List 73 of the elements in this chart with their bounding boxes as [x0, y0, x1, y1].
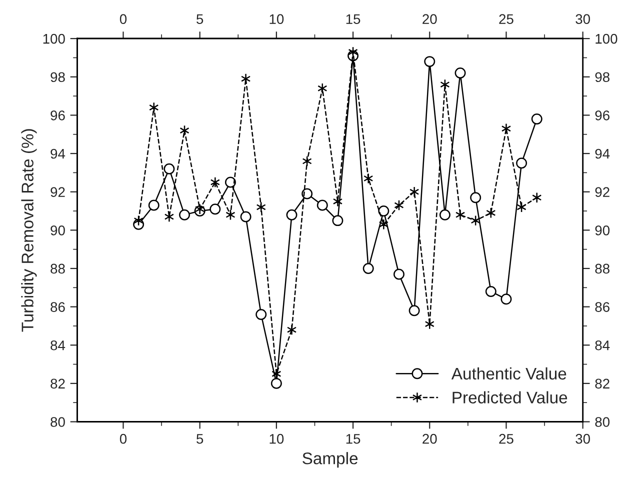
point	[408, 305, 420, 316]
point	[394, 268, 404, 280]
y-tick-label: 92	[50, 187, 65, 198]
y-tick-label: 90	[50, 225, 65, 236]
point	[470, 192, 482, 204]
y-tick-label: 88	[50, 264, 65, 274]
x-tick-label: 20	[422, 434, 437, 444]
point	[531, 114, 542, 125]
y-tick-label: 98	[50, 72, 65, 82]
x-axis-title: Sample	[302, 452, 358, 468]
y2-tick-label: 86	[595, 302, 610, 312]
y-tick-label: 96	[50, 110, 65, 120]
point	[500, 294, 512, 305]
y2-tick-label: 88	[595, 264, 610, 274]
x-tick-label: 10	[270, 434, 284, 444]
y-tick-label: 94	[50, 148, 66, 159]
point	[210, 204, 221, 215]
y-axis-title: Turbidity Removal Rate (%)	[21, 129, 37, 332]
point	[179, 209, 190, 220]
x2-tick-label: 30	[576, 14, 590, 24]
point	[256, 308, 267, 320]
point	[439, 209, 450, 220]
point	[164, 211, 174, 222]
y2-tick-label: 92	[595, 187, 610, 198]
x2-tick-label: 0	[120, 14, 127, 24]
point	[454, 68, 466, 79]
point	[364, 172, 374, 184]
point	[362, 262, 374, 274]
x2-tick-label: 10	[270, 14, 284, 24]
y2-tick-label: 80	[595, 417, 610, 427]
point	[409, 186, 420, 198]
point	[455, 209, 466, 220]
point	[302, 188, 313, 200]
x-tick-label: 25	[499, 434, 514, 444]
point	[316, 200, 328, 211]
point	[378, 218, 389, 230]
y2-tick-label: 84	[595, 340, 610, 350]
y2-tick-label: 94	[595, 148, 610, 159]
point	[148, 200, 160, 211]
y-tick-label: 84	[50, 340, 66, 350]
x2-tick-label: 25	[499, 14, 514, 24]
point	[516, 158, 528, 169]
y2-tick-label: 90	[595, 225, 610, 236]
point	[501, 123, 512, 134]
x-tick-label: 0	[120, 434, 127, 444]
point	[164, 163, 175, 174]
point	[378, 206, 390, 216]
y-tick-label: 86	[50, 302, 65, 312]
point	[224, 176, 236, 188]
point	[532, 192, 542, 204]
legend-label: Predicted Value	[452, 391, 568, 404]
point	[286, 209, 298, 220]
point	[270, 378, 282, 389]
point	[240, 211, 252, 222]
y2-tick-label: 100	[596, 34, 618, 44]
y2-tick-label: 82	[595, 378, 610, 389]
x2-tick-label: 15	[346, 14, 360, 24]
y2-tick-label: 98	[595, 72, 610, 82]
x-tick-label: 15	[346, 434, 360, 444]
point	[286, 324, 297, 336]
x2-tick-label: 5	[196, 14, 204, 24]
point	[332, 215, 344, 226]
legend-label: Authentic Value	[451, 367, 566, 380]
x2-tick-label: 20	[422, 14, 437, 24]
x-tick-label: 5	[196, 434, 204, 444]
point	[424, 56, 436, 68]
point	[210, 176, 220, 188]
x-tick-label: 30	[576, 434, 590, 444]
y2-tick-label: 96	[595, 110, 610, 120]
point	[485, 286, 496, 297]
y-tick-label: 100	[43, 34, 65, 44]
y-tick-label: 80	[50, 417, 65, 427]
y-tick-label: 82	[50, 378, 65, 389]
